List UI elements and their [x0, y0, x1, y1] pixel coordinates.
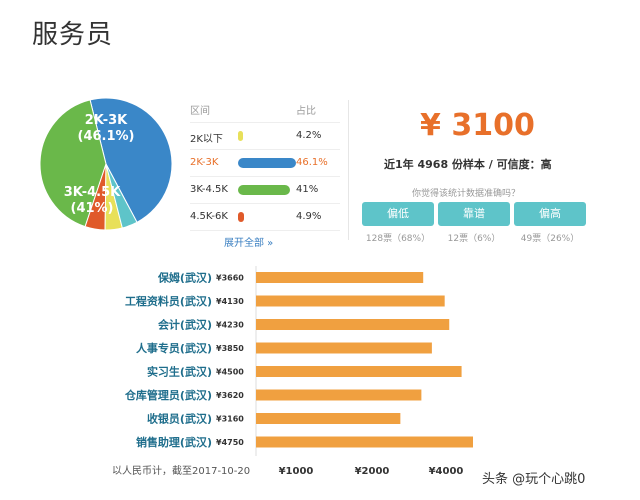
- bar-value-label: ¥3660: [216, 274, 244, 283]
- range-pct: 4.2%: [296, 130, 322, 141]
- bar-category-label: 保姆(武汉): [157, 271, 212, 285]
- bar: [256, 413, 401, 424]
- page-title: 服务员: [32, 20, 114, 50]
- bar: [256, 342, 432, 354]
- bar: [256, 436, 473, 448]
- range-pct: 4.9%: [296, 211, 322, 222]
- range-pct: 46.1%: [296, 157, 328, 168]
- vote-low-button[interactable]: 偏低: [362, 202, 434, 226]
- bar-value-label: ¥3850: [216, 344, 244, 353]
- bar-category-label: 工程资料员(武汉): [125, 294, 212, 308]
- currency-footnote: 以人民币计，截至2017-10-20: [112, 466, 251, 477]
- range-label: 4.5K-6K: [190, 211, 228, 222]
- range-label: 3K-4.5K: [190, 184, 228, 195]
- bar-category-label: 收银员(武汉): [147, 412, 212, 426]
- bar: [256, 389, 422, 401]
- bar-value-label: ¥3620: [216, 391, 244, 400]
- x-tick-label: ¥4000: [429, 466, 464, 477]
- x-tick-label: ¥2000: [355, 466, 390, 477]
- bar-category-label: 销售助理(武汉): [136, 435, 212, 449]
- watermark: 头条 @玩个心跳0: [482, 472, 586, 487]
- pie-label: 2K-3K: [85, 113, 128, 128]
- bar-value-label: ¥4500: [216, 368, 244, 377]
- distribution-row: 3K-4.5K 41%: [190, 177, 340, 204]
- distribution-table: 区间 占比 2K以下 4.2% 2K-3K 46.1% 3K-4.5K 41% 4.5K-6…: [190, 100, 340, 231]
- distribution-header: 区间 占比: [190, 100, 340, 123]
- related-jobs-bar-chart: 保姆(武汉) ¥3660 工程资料员(武汉) ¥4130 会计(武汉) ¥4230 人事专员…: [124, 266, 473, 477]
- range-label: 2K以下: [190, 134, 223, 145]
- vote-high-button[interactable]: 偏高: [514, 202, 586, 226]
- bar: [256, 319, 450, 330]
- bar: [256, 272, 424, 283]
- range-pct: 41%: [296, 184, 319, 195]
- range-bar: [238, 212, 245, 222]
- range-bar: [238, 185, 290, 195]
- pie-slice: [105, 163, 138, 229]
- divider: [348, 100, 349, 240]
- salary-pie-chart: 2K-3K(46.1%) 3K-4.5K(41%): [39, 97, 173, 231]
- x-tick-label: ¥1000: [279, 466, 314, 477]
- pie-label: (46.1%): [78, 129, 135, 144]
- header-range: 区间: [190, 106, 210, 117]
- range-bar: [238, 131, 244, 141]
- expand-all-link[interactable]: 展开全部 »: [224, 238, 274, 249]
- range-label: 2K-3K: [190, 157, 219, 168]
- average-salary: ¥ 3100: [420, 108, 535, 143]
- vote-accurate-button[interactable]: 靠谱: [438, 202, 510, 226]
- vote-low-count: 128票（68%）: [365, 234, 431, 244]
- bar: [256, 366, 462, 377]
- bar-value-label: ¥3160: [216, 415, 244, 424]
- bar-category-label: 会计(武汉): [158, 318, 212, 332]
- bar-value-label: ¥4750: [216, 438, 244, 447]
- header-pct: 占比: [296, 106, 316, 117]
- vote-high-count: 49票（26%）: [520, 234, 580, 244]
- bar: [256, 295, 445, 307]
- range-bar: [238, 158, 296, 168]
- bar-category-label: 人事专员(武汉): [136, 341, 212, 355]
- pie-label: 3K-4.5K: [64, 185, 121, 200]
- distribution-row: 2K-3K 46.1%: [190, 150, 340, 177]
- pie-slice: [89, 97, 173, 223]
- pie-slice: [39, 99, 107, 228]
- bar-value-label: ¥4230: [216, 321, 244, 330]
- bar-category-label: 实习生(武汉): [147, 365, 212, 379]
- vote-accurate-count: 12票（6%）: [447, 234, 501, 244]
- accuracy-question: 你觉得该统计数据准确吗？: [412, 189, 521, 199]
- pie-label: (41%): [71, 201, 114, 216]
- distribution-row: 2K以下 4.2%: [190, 123, 340, 150]
- bar-category-label: 仓库管理员(武汉): [124, 388, 212, 402]
- distribution-row: 4.5K-6K 4.9%: [190, 204, 340, 231]
- sample-info: 近1年 4968 份样本 / 可信度：高: [384, 158, 552, 171]
- bar-value-label: ¥4130: [216, 297, 244, 306]
